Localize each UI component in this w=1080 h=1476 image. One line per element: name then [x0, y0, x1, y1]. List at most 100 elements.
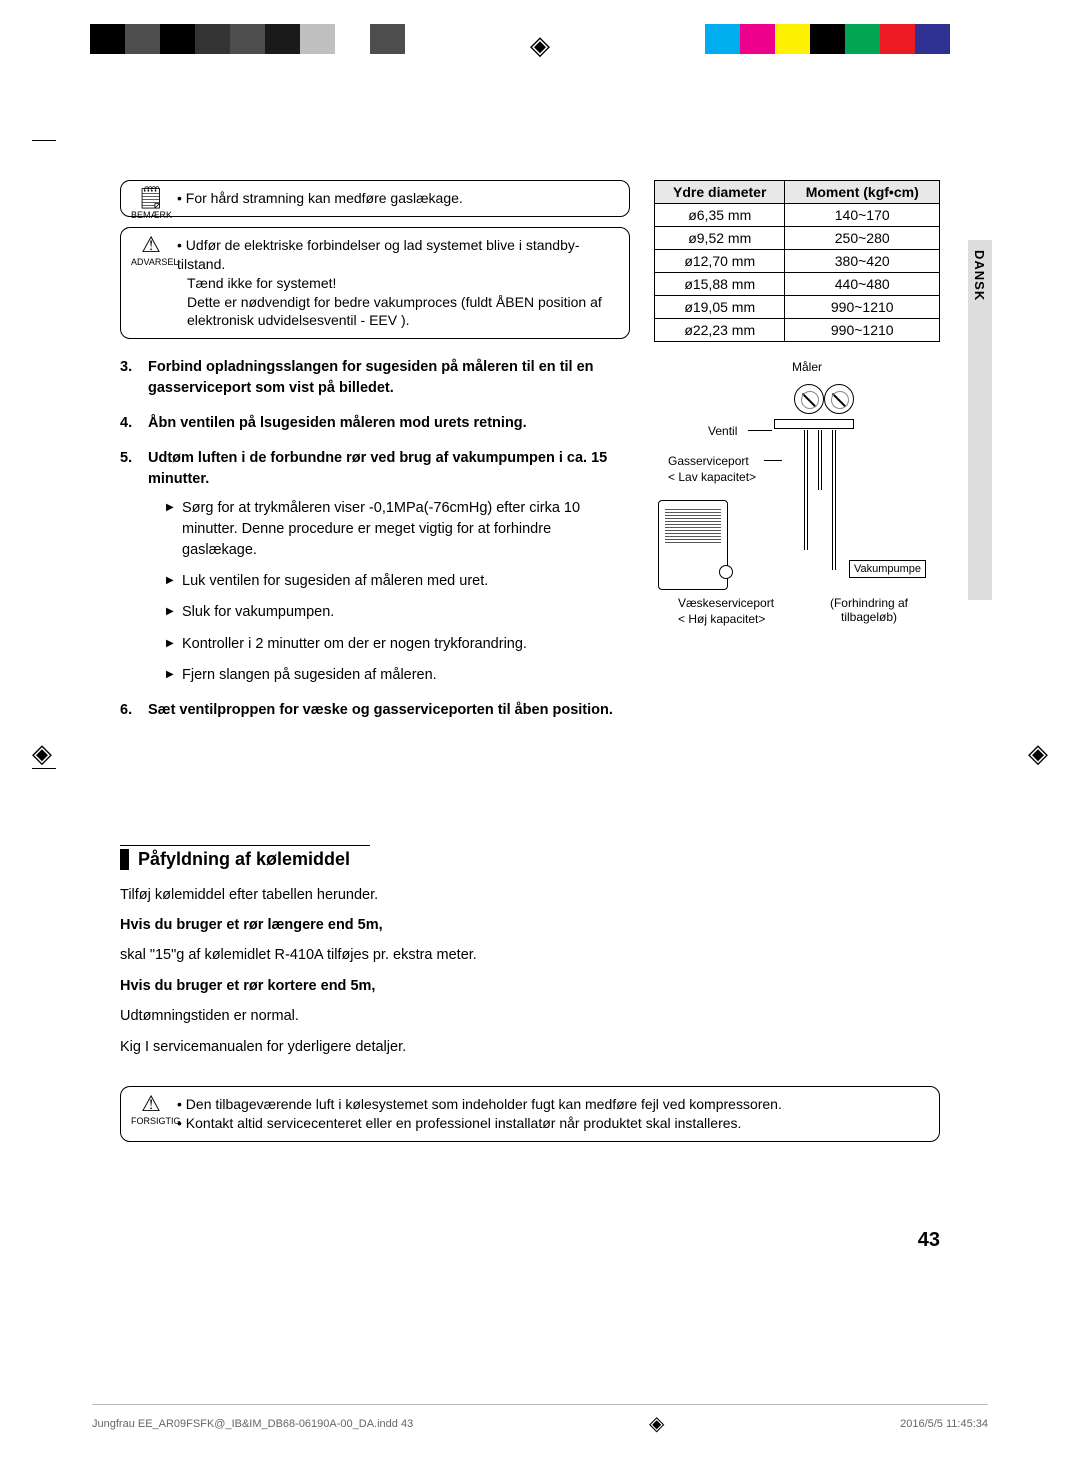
diagram-label-gauge: Måler [792, 360, 822, 374]
table-cell: 380~420 [785, 250, 940, 273]
hose-line [804, 430, 808, 550]
note-text: For hård stramning kan medføre gaslækage… [177, 189, 617, 208]
caution-line: Den tilbageværende luft i kølesystemet s… [177, 1095, 927, 1114]
footer-meta: Jungfrau EE_AR09FSFK@_IB&IM_DB68-06190A-… [92, 1404, 988, 1436]
note-callout: 🗒 BEMÆRK For hård stramning kan medføre … [120, 180, 630, 217]
warning-line: Udfør de elektriske forbindelser og lad … [177, 236, 617, 274]
diagram-label-valve: Ventil [708, 424, 737, 438]
table-cell: 990~1210 [785, 319, 940, 342]
diagram-label-hoj: < Høj kapacitet> [678, 612, 765, 626]
caution-icon-label: FORSIGTIG [131, 1116, 181, 1126]
leader-line [764, 460, 782, 461]
caution-icon: ⚠ [131, 1093, 171, 1115]
reg-swatches-left [90, 24, 405, 54]
table-row: ø19,05 mm990~1210 [655, 296, 940, 319]
step-6: 6. Sæt ventilproppen for væske og gasser… [120, 700, 630, 721]
torque-table: Ydre diameterMoment (kgf•cm) ø6,35 mm140… [654, 180, 940, 342]
reg-swatch [845, 24, 880, 54]
reg-swatch [160, 24, 195, 54]
section-p1: skal "15"g af kølemidlet R-410A tilføjes… [120, 944, 940, 966]
registration-target-icon: ◈ [1028, 738, 1048, 769]
substep: Kontroller i 2 minutter om der er nogen … [166, 634, 630, 655]
step-3: 3. Forbind opladningsslangen for sugesid… [120, 357, 630, 399]
registration-bar: ◈ [0, 24, 1080, 64]
footer-timestamp: 2016/5/5 11:45:34 [900, 1418, 988, 1430]
service-port-icon [719, 565, 733, 579]
language-tab: DANSK [968, 240, 992, 600]
caution-callout: ⚠ FORSIGTIG Den tilbageværende luft i kø… [120, 1086, 940, 1142]
table-cell: 250~280 [785, 227, 940, 250]
registration-target-icon: ◈ [530, 30, 550, 61]
reg-swatch [880, 24, 915, 54]
substep: Luk ventilen for sugesiden af måleren me… [166, 571, 630, 592]
crop-mark [32, 140, 56, 164]
note-icon: 🗒 [131, 187, 171, 209]
section-heading: Påfyldning af kølemiddel [120, 845, 370, 870]
reg-swatch [90, 24, 125, 54]
section-intro: Tilføj kølemiddel efter tabellen herunde… [120, 884, 940, 906]
manifold-icon [774, 419, 854, 429]
substep: Fjern slangen på sugesiden af måleren. [166, 665, 630, 686]
reg-swatch [125, 24, 160, 54]
caution-line: Kontakt altid servicecenteret eller en p… [177, 1114, 927, 1133]
reg-swatches-right [705, 24, 985, 54]
diagram-label-gasport: Gasserviceport [668, 454, 749, 468]
registration-target-icon: ◈ [32, 738, 52, 769]
hose-line [818, 430, 822, 490]
section-title: Påfyldning af kølemiddel [120, 849, 370, 870]
step-title: Udtøm luften i de forbundne rør ved brug… [148, 450, 607, 487]
page-number: 43 [918, 1229, 940, 1252]
table-row: ø22,23 mm990~1210 [655, 319, 940, 342]
table-cell: ø6,35 mm [655, 204, 785, 227]
step-title: Sæt ventilproppen for væske og gasservic… [148, 702, 613, 718]
note-icon-label: BEMÆRK [131, 210, 172, 220]
registration-target-icon: ◈ [649, 1411, 664, 1436]
reg-swatch [705, 24, 740, 54]
table-cell: ø12,70 mm [655, 250, 785, 273]
warning-icon: ⚠ [131, 234, 171, 256]
reg-swatch [265, 24, 300, 54]
leader-line [748, 430, 772, 431]
page-content: DANSK 🗒 BEMÆRK For hård stramning kan me… [120, 180, 940, 1152]
table-row: ø9,52 mm250~280 [655, 227, 940, 250]
diagram-label-pump: Vakumpumpe [849, 560, 926, 578]
warning-icon-label: ADVARSEL [131, 257, 178, 267]
crop-mark [32, 768, 56, 792]
vacuum-diagram: Måler Ventil Gasserviceport < Lav kapaci… [654, 360, 934, 660]
section-p3: Kig I servicemanualen for yderligere det… [120, 1036, 940, 1058]
table-cell: 990~1210 [785, 296, 940, 319]
step-5: 5. Udtøm luften i de forbundne rør ved b… [120, 448, 630, 685]
language-tab-label: DANSK [972, 250, 987, 301]
step-title: Åbn ventilen på lsugesiden måleren mod u… [148, 415, 527, 431]
outdoor-unit-icon [658, 500, 728, 590]
substep: Sluk for vakumpumpen. [166, 602, 630, 623]
reg-swatch [775, 24, 810, 54]
section-body: Tilføj kølemiddel efter tabellen herunde… [120, 884, 940, 1059]
table-header: Ydre diameter [655, 181, 785, 204]
gauge-icon [794, 384, 854, 417]
warning-callout: ⚠ ADVARSEL Udfør de elektriske forbindel… [120, 227, 630, 339]
table-cell: ø19,05 mm [655, 296, 785, 319]
reg-swatch [740, 24, 775, 54]
table-cell: ø9,52 mm [655, 227, 785, 250]
diagram-label-forhind: (Forhindring af tilbageløb) [814, 596, 924, 624]
section-p2-bold: Hvis du bruger et rør kortere end 5m, [120, 978, 375, 994]
footer-file: Jungfrau EE_AR09FSFK@_IB&IM_DB68-06190A-… [92, 1418, 413, 1430]
reg-swatch [230, 24, 265, 54]
hose-line [832, 430, 836, 570]
reg-swatch [300, 24, 335, 54]
reg-swatch [810, 24, 845, 54]
diagram-label-vaeske: Væskeserviceport [678, 596, 774, 610]
section-p1-bold: Hvis du bruger et rør længere end 5m, [120, 917, 383, 933]
table-cell: 440~480 [785, 273, 940, 296]
step-4: 4. Åbn ventilen på lsugesiden måleren mo… [120, 413, 630, 434]
warning-line: Dette er nødvendigt for bedre vakumproce… [177, 293, 617, 331]
table-row: ø12,70 mm380~420 [655, 250, 940, 273]
diagram-label-lav: < Lav kapacitet> [668, 470, 756, 484]
table-cell: 140~170 [785, 204, 940, 227]
reg-swatch [335, 24, 370, 54]
reg-swatch [370, 24, 405, 54]
table-header: Moment (kgf•cm) [785, 181, 940, 204]
instruction-steps: 3. Forbind opladningsslangen for sugesid… [120, 357, 630, 720]
reg-swatch [915, 24, 950, 54]
